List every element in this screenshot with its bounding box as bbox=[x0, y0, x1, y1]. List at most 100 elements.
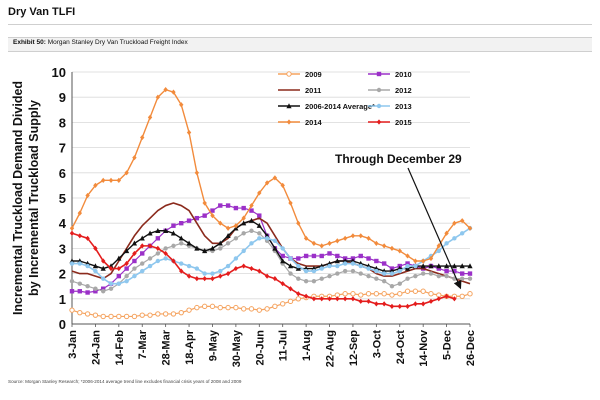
y-tick-label: 8 bbox=[59, 115, 66, 130]
x-tick-label: 14-Nov bbox=[418, 329, 430, 367]
data-point bbox=[319, 253, 324, 259]
series-line-2013 bbox=[72, 227, 471, 285]
data-point bbox=[217, 304, 223, 311]
data-point bbox=[194, 245, 200, 251]
data-point bbox=[436, 273, 441, 279]
data-point bbox=[319, 276, 324, 281]
x-tick-label: 11-Jul bbox=[278, 330, 290, 361]
data-point bbox=[171, 258, 176, 264]
data-point bbox=[327, 296, 332, 302]
data-point bbox=[404, 265, 411, 271]
data-point bbox=[101, 276, 106, 281]
data-point bbox=[124, 248, 130, 254]
data-point bbox=[124, 266, 129, 271]
data-point bbox=[233, 236, 239, 241]
data-point bbox=[139, 312, 145, 318]
data-point bbox=[155, 227, 161, 233]
series-2012 bbox=[69, 228, 473, 294]
data-point bbox=[257, 213, 262, 218]
data-point bbox=[69, 307, 75, 313]
data-point bbox=[140, 243, 145, 249]
data-point bbox=[92, 263, 99, 269]
data-point bbox=[249, 241, 254, 246]
data-point bbox=[381, 301, 387, 307]
data-point bbox=[366, 256, 371, 261]
data-point bbox=[93, 182, 98, 188]
data-point bbox=[287, 263, 294, 269]
x-tick-label: 3-Oct bbox=[371, 330, 383, 358]
data-point bbox=[280, 258, 286, 264]
data-point bbox=[108, 286, 114, 291]
data-point bbox=[295, 265, 301, 271]
legend-entry: 2012 bbox=[368, 86, 412, 95]
data-point bbox=[451, 263, 457, 269]
data-point bbox=[186, 129, 192, 136]
data-point bbox=[77, 210, 83, 216]
data-point bbox=[272, 238, 278, 244]
data-point bbox=[147, 243, 153, 249]
data-point bbox=[123, 313, 130, 320]
data-point bbox=[420, 258, 426, 264]
data-point bbox=[295, 296, 302, 302]
data-point bbox=[186, 273, 192, 279]
data-point bbox=[171, 89, 176, 95]
data-point bbox=[436, 266, 441, 271]
data-point bbox=[381, 291, 387, 297]
data-point bbox=[140, 268, 145, 274]
data-point bbox=[288, 256, 293, 261]
data-point bbox=[69, 289, 75, 294]
x-tick-label: 20-Jun bbox=[254, 330, 266, 366]
data-point bbox=[459, 231, 465, 236]
data-point bbox=[163, 256, 168, 261]
data-point bbox=[459, 263, 465, 269]
data-point bbox=[459, 218, 465, 224]
data-point bbox=[452, 268, 457, 274]
y-tick-label: 7 bbox=[59, 141, 66, 156]
data-point bbox=[381, 243, 387, 249]
data-point bbox=[225, 241, 231, 246]
data-point bbox=[335, 253, 340, 259]
data-point bbox=[358, 271, 363, 276]
freight-index-chart: 0 1 2 3 4 5 6 7 8 9 10 3-Jan 24-Jan 14-Feb 7-Mar 28-Mar… bbox=[11, 65, 477, 367]
exhibit-caption-bar: Exhibit 50: Morgan Stanley Dry Van Truck… bbox=[8, 37, 592, 52]
data-point bbox=[389, 292, 395, 298]
series-line-2009 bbox=[71, 290, 471, 318]
source-note: Source: Morgan Stanley Research; *2006-2… bbox=[8, 379, 242, 384]
data-point bbox=[342, 268, 348, 274]
data-point bbox=[139, 235, 145, 241]
data-point bbox=[132, 258, 137, 264]
data-point bbox=[303, 235, 309, 241]
legend-entry: 2013 bbox=[368, 102, 412, 111]
data-point bbox=[311, 296, 317, 302]
data-point bbox=[93, 286, 98, 291]
data-point bbox=[452, 220, 457, 226]
data-point bbox=[201, 303, 208, 310]
data-point bbox=[179, 241, 184, 246]
data-point bbox=[350, 268, 356, 274]
x-tick-label: 12-Sep bbox=[348, 330, 360, 366]
data-point bbox=[249, 265, 254, 272]
data-point bbox=[311, 278, 317, 284]
data-point bbox=[171, 223, 176, 228]
data-point bbox=[155, 251, 161, 256]
data-point bbox=[179, 102, 184, 108]
legend-marker bbox=[376, 87, 382, 93]
data-point bbox=[163, 227, 169, 233]
legend-marker bbox=[376, 103, 382, 109]
data-point bbox=[116, 265, 122, 272]
chart-legend: 2009 2010 2011 2012 2006-2014 Average* 2013 20… bbox=[278, 70, 412, 127]
data-point bbox=[272, 175, 278, 181]
data-point bbox=[436, 248, 441, 254]
data-point bbox=[374, 276, 379, 281]
data-point bbox=[116, 273, 122, 279]
legend-entry: 2006-2014 Average* bbox=[278, 102, 375, 111]
exhibit-title: Morgan Stanley Dry Van Truckload Freight… bbox=[47, 39, 188, 46]
data-point bbox=[132, 273, 137, 279]
data-point bbox=[179, 221, 184, 226]
y-tick-label: 0 bbox=[59, 317, 66, 332]
data-point bbox=[389, 284, 395, 289]
data-point bbox=[319, 243, 324, 249]
data-point bbox=[131, 313, 138, 320]
data-point bbox=[272, 303, 278, 310]
data-point bbox=[467, 271, 473, 276]
